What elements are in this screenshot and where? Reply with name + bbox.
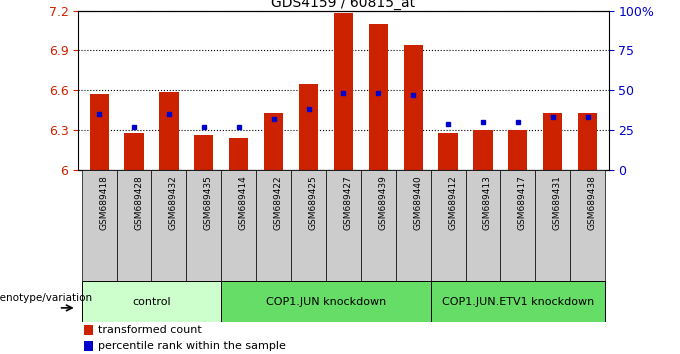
Bar	[229, 138, 248, 170]
Text: GSM689439: GSM689439	[378, 176, 388, 230]
Text: GSM689435: GSM689435	[204, 176, 213, 230]
Bar	[466, 170, 500, 281]
Title: GDS4159 / 60815_at: GDS4159 / 60815_at	[271, 0, 415, 10]
Bar	[535, 170, 571, 281]
Text: COP1.JUN knockdown: COP1.JUN knockdown	[266, 297, 386, 307]
Bar	[124, 133, 143, 170]
Text: GSM689418: GSM689418	[99, 176, 108, 230]
Bar	[473, 130, 492, 170]
Bar	[396, 170, 430, 281]
Bar	[186, 170, 221, 281]
Bar	[361, 170, 396, 281]
Text: GSM689425: GSM689425	[309, 176, 318, 230]
Text: control: control	[132, 297, 171, 307]
Bar	[84, 325, 93, 335]
Text: GSM689422: GSM689422	[273, 176, 283, 230]
Text: GSM689413: GSM689413	[483, 176, 492, 230]
Bar	[82, 170, 116, 281]
Bar	[90, 94, 109, 170]
Bar	[264, 113, 283, 170]
Bar	[500, 170, 535, 281]
Text: genotype/variation: genotype/variation	[0, 293, 92, 303]
Bar	[221, 170, 256, 281]
Bar	[578, 113, 597, 170]
Bar	[194, 136, 214, 170]
Bar	[221, 281, 430, 322]
Bar	[334, 13, 353, 170]
Bar	[326, 170, 361, 281]
Bar	[430, 170, 466, 281]
Bar	[430, 281, 605, 322]
Text: GSM689417: GSM689417	[518, 176, 527, 230]
Bar	[256, 170, 291, 281]
Text: GSM689432: GSM689432	[169, 176, 178, 230]
Bar	[152, 170, 186, 281]
Text: GSM689428: GSM689428	[134, 176, 143, 230]
Bar	[159, 92, 179, 170]
Text: transformed count: transformed count	[99, 325, 202, 335]
Bar	[299, 84, 318, 170]
Text: COP1.JUN.ETV1 knockdown: COP1.JUN.ETV1 knockdown	[442, 297, 594, 307]
Bar	[84, 341, 93, 351]
Bar	[543, 113, 562, 170]
Text: GSM689431: GSM689431	[553, 176, 562, 230]
Bar	[439, 133, 458, 170]
Text: GSM689427: GSM689427	[343, 176, 352, 230]
Bar	[116, 170, 152, 281]
Bar	[369, 24, 388, 170]
Bar	[291, 170, 326, 281]
Text: GSM689440: GSM689440	[413, 176, 422, 230]
Text: GSM689438: GSM689438	[588, 176, 596, 230]
Bar	[571, 170, 605, 281]
Text: GSM689414: GSM689414	[239, 176, 248, 230]
Text: GSM689412: GSM689412	[448, 176, 457, 230]
Bar	[508, 130, 528, 170]
Bar	[404, 45, 423, 170]
Text: percentile rank within the sample: percentile rank within the sample	[99, 341, 286, 351]
Bar	[82, 281, 221, 322]
